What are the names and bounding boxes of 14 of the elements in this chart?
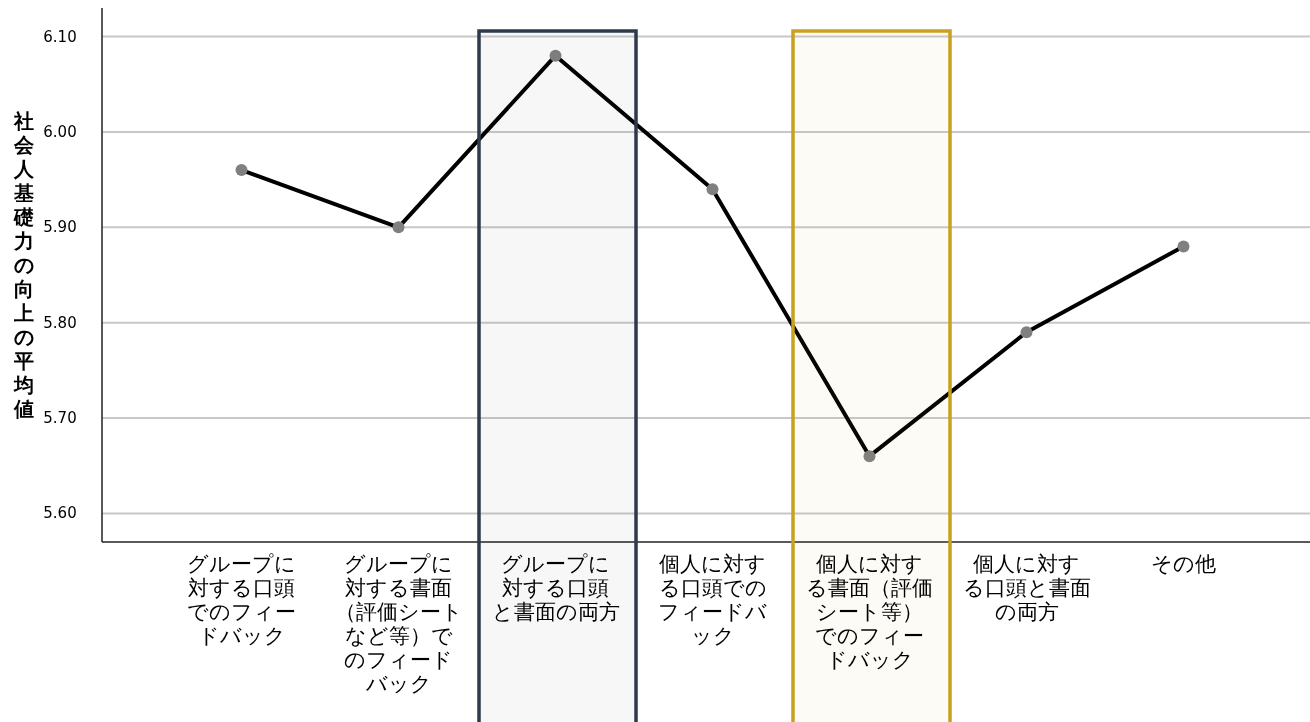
x-tick-label: 個人に対する口頭でのフィードバック xyxy=(657,552,768,648)
x-tick-label: グループに対する口頭と書面の両方 xyxy=(491,552,620,624)
x-tick-label: グループに対する口頭でのフィードバック xyxy=(186,552,297,648)
y-tick-label: 5.90 xyxy=(43,218,77,237)
x-tick-label: グループに対する書面（評価シートなど等）でのフィードバック xyxy=(334,552,463,696)
text: 社会人基礎力の向上の平均値 xyxy=(14,109,34,421)
x-tick-label: その他 xyxy=(1150,552,1217,576)
y-tick-label: 6.10 xyxy=(43,27,77,46)
x-tick-label: 個人に対する書面（評価シート等）でのフィードバック xyxy=(805,552,934,672)
y-tick-label: 6.00 xyxy=(43,122,77,141)
x-tick-label: 個人に対する口頭と書面の両方 xyxy=(962,552,1091,624)
y-tick-label: 5.60 xyxy=(43,504,77,523)
y-tick-label: 5.80 xyxy=(43,313,77,332)
y-tick-label: 5.70 xyxy=(43,409,77,428)
